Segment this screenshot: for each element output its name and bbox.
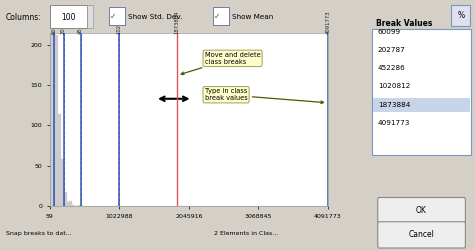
FancyBboxPatch shape: [50, 5, 86, 28]
Text: 1873884: 1873884: [378, 102, 410, 108]
FancyBboxPatch shape: [213, 7, 229, 25]
Text: Columns:: Columns:: [6, 13, 41, 22]
Text: Show Mean: Show Mean: [232, 14, 274, 20]
FancyBboxPatch shape: [372, 29, 471, 155]
FancyBboxPatch shape: [378, 198, 466, 224]
FancyBboxPatch shape: [378, 222, 466, 248]
Text: Break Values: Break Values: [376, 19, 432, 28]
Bar: [64, 192, 67, 206]
Bar: [69, 202, 72, 206]
FancyBboxPatch shape: [373, 98, 470, 112]
Text: 4091773: 4091773: [325, 10, 330, 34]
Text: 100: 100: [61, 13, 75, 22]
Text: ✓: ✓: [214, 12, 220, 21]
Text: 202787: 202787: [61, 14, 66, 34]
Text: Move and delete
class breaks: Move and delete class breaks: [181, 52, 260, 74]
Text: Show Std. Dev.: Show Std. Dev.: [128, 14, 182, 20]
Text: 1020812: 1020812: [117, 10, 122, 34]
Text: Snap breaks to dat...: Snap breaks to dat...: [6, 230, 71, 235]
Bar: [50, 0, 53, 206]
Text: 202787: 202787: [378, 47, 406, 53]
Text: 452286: 452286: [78, 14, 83, 34]
Bar: [58, 114, 61, 206]
Text: 1020812: 1020812: [378, 84, 410, 89]
Text: 60099: 60099: [51, 17, 57, 34]
FancyBboxPatch shape: [86, 5, 93, 28]
Text: Type in class
break values: Type in class break values: [205, 88, 323, 104]
Text: ✓: ✓: [110, 12, 116, 21]
Text: 1873884: 1873884: [175, 10, 180, 34]
Bar: [53, 0, 56, 206]
Bar: [72, 205, 75, 206]
Bar: [61, 160, 64, 206]
Text: 452286: 452286: [378, 65, 406, 71]
Text: 60099: 60099: [378, 29, 401, 35]
Text: 2 Elements in Clas...: 2 Elements in Clas...: [213, 230, 278, 235]
FancyBboxPatch shape: [109, 7, 125, 25]
Bar: [66, 202, 69, 206]
Text: Cancel: Cancel: [408, 230, 435, 239]
Text: OK: OK: [416, 206, 427, 215]
Text: %: %: [457, 11, 465, 20]
FancyBboxPatch shape: [451, 5, 470, 26]
Bar: [56, 35, 58, 206]
Text: 4091773: 4091773: [378, 120, 410, 126]
